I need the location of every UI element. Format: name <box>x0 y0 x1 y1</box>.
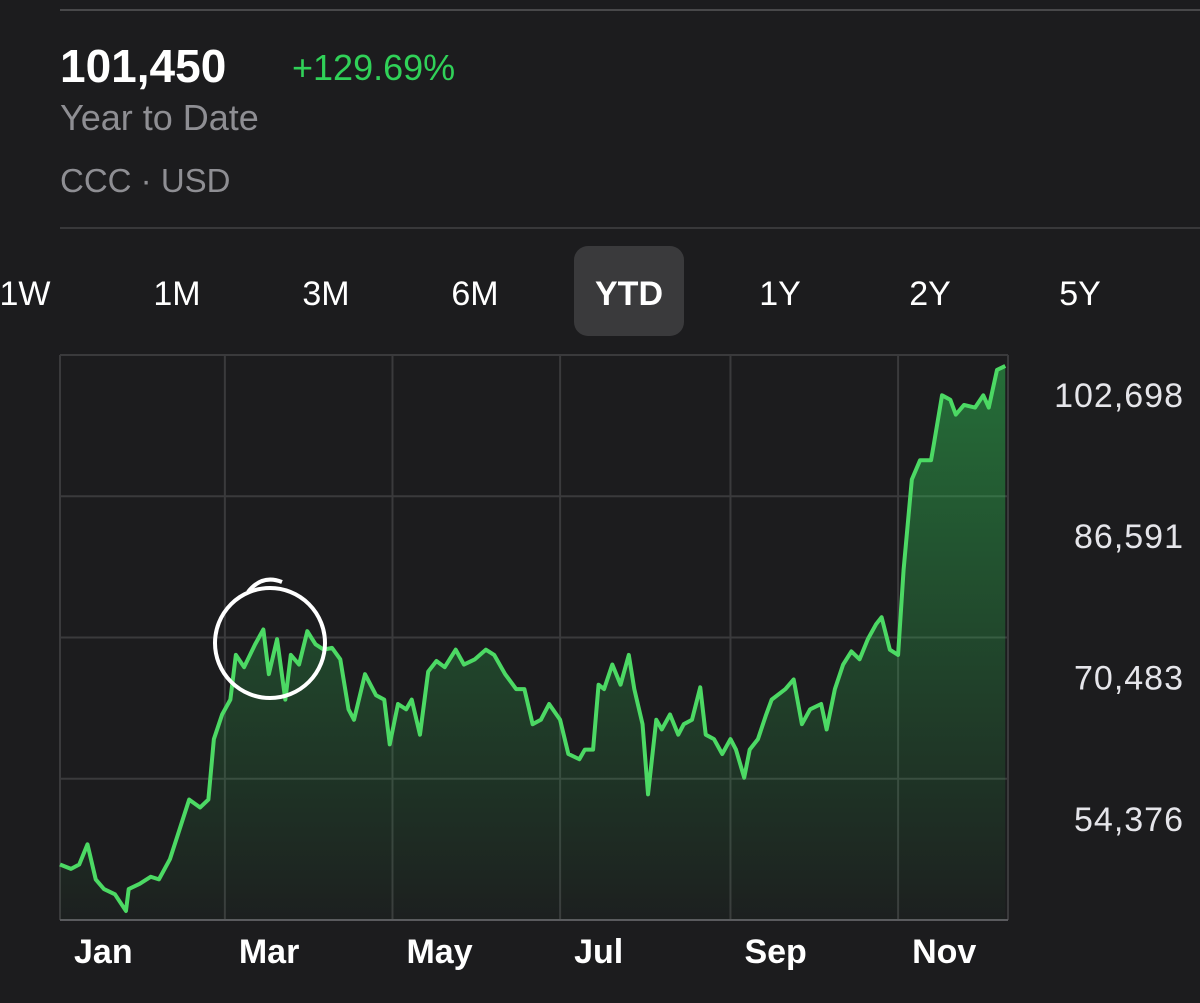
range-button[interactable]: 5Y <box>1059 275 1101 313</box>
range-button[interactable]: 6M <box>451 275 498 313</box>
x-tick-label: Jul <box>574 933 623 971</box>
price: 101,450 <box>60 40 226 92</box>
x-tick-label: Sep <box>744 933 806 971</box>
range-button[interactable]: 2Y <box>909 275 951 313</box>
area-fill <box>60 365 1006 920</box>
hand-drawn-circle <box>213 586 327 700</box>
range-button[interactable]: 3M <box>302 275 349 313</box>
hand-drawn-stroke <box>246 577 283 594</box>
period: Year to Date <box>60 97 259 138</box>
x-tick-label: Jan <box>74 933 133 971</box>
range-button[interactable]: 1W <box>0 275 51 313</box>
y-tick-label: 70,483 <box>1074 660 1184 698</box>
range-bar: 1W 1M 3M 6M YTD 1Y 2Y 5Y <box>0 275 1101 313</box>
change: +129.69% <box>292 47 455 88</box>
range-button[interactable]: 1M <box>153 275 200 313</box>
ticker: CCC · USD <box>60 162 231 199</box>
y-tick-label: 86,591 <box>1074 518 1184 556</box>
x-tick-label: Mar <box>239 933 299 971</box>
x-tick-label: May <box>406 933 472 971</box>
y-tick-label: 102,698 <box>1054 377 1184 415</box>
plot: 102,698 86,591 70,483 54,376 Jan Mar May Jul Sep… <box>59 354 1184 971</box>
range-button[interactable]: 1Y <box>759 275 801 313</box>
x-tick-label: Nov <box>912 933 976 971</box>
selected-range-bg <box>574 246 684 336</box>
y-tick-label: 54,376 <box>1074 801 1184 839</box>
range-button[interactable]: YTD <box>595 275 663 313</box>
